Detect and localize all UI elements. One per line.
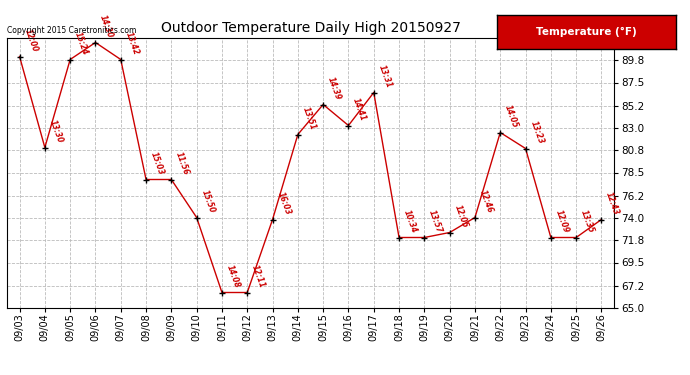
- Text: 12:05: 12:05: [453, 204, 469, 230]
- Text: Temperature (°F): Temperature (°F): [536, 27, 637, 37]
- Text: 11:56: 11:56: [174, 151, 191, 177]
- Text: 12:09: 12:09: [553, 209, 571, 235]
- Title: Outdoor Temperature Daily High 20150927: Outdoor Temperature Daily High 20150927: [161, 21, 460, 35]
- Text: 15:24: 15:24: [73, 31, 90, 57]
- Text: 13:57: 13:57: [427, 209, 444, 235]
- Text: 14:08: 14:08: [225, 264, 241, 290]
- Text: 12:46: 12:46: [477, 189, 495, 215]
- Text: 13:42: 13:42: [124, 31, 140, 57]
- Text: 15:03: 15:03: [149, 151, 166, 177]
- Text: Copyright 2015 Caretronitics.com: Copyright 2015 Caretronitics.com: [7, 26, 137, 35]
- Text: 13:30: 13:30: [48, 119, 64, 145]
- Text: 14:41: 14:41: [351, 97, 368, 123]
- Text: 13:35: 13:35: [579, 209, 595, 235]
- Text: 15:50: 15:50: [199, 189, 216, 215]
- Text: 13:23: 13:23: [529, 120, 545, 146]
- Text: 14:30: 14:30: [98, 14, 115, 40]
- Text: 12:43: 12:43: [604, 191, 621, 217]
- Text: 12:11: 12:11: [250, 264, 267, 290]
- Text: 14:39: 14:39: [326, 76, 343, 102]
- Text: 16:03: 16:03: [275, 191, 292, 217]
- Text: 13:31: 13:31: [377, 64, 393, 90]
- Text: 13:51: 13:51: [301, 106, 317, 132]
- Text: 10:34: 10:34: [402, 209, 419, 235]
- Text: 12:00: 12:00: [22, 28, 39, 54]
- Text: 14:05: 14:05: [503, 104, 520, 130]
